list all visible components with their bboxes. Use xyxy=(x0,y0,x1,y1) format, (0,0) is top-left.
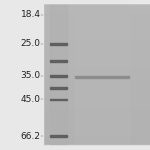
Bar xyxy=(50,87,67,89)
Bar xyxy=(50,4,67,144)
Bar xyxy=(0,0,43,150)
Bar xyxy=(50,135,67,137)
Text: 66.2: 66.2 xyxy=(21,132,40,141)
Bar xyxy=(50,75,67,77)
Text: 45.0: 45.0 xyxy=(21,95,40,104)
Bar xyxy=(50,99,67,100)
Bar xyxy=(43,4,150,144)
Bar xyxy=(75,4,129,144)
Bar xyxy=(75,76,129,78)
Text: 25.0: 25.0 xyxy=(21,39,40,48)
Text: 18.4: 18.4 xyxy=(21,10,40,19)
Bar xyxy=(50,43,67,45)
Bar xyxy=(50,60,67,62)
Text: 35.0: 35.0 xyxy=(20,71,40,80)
